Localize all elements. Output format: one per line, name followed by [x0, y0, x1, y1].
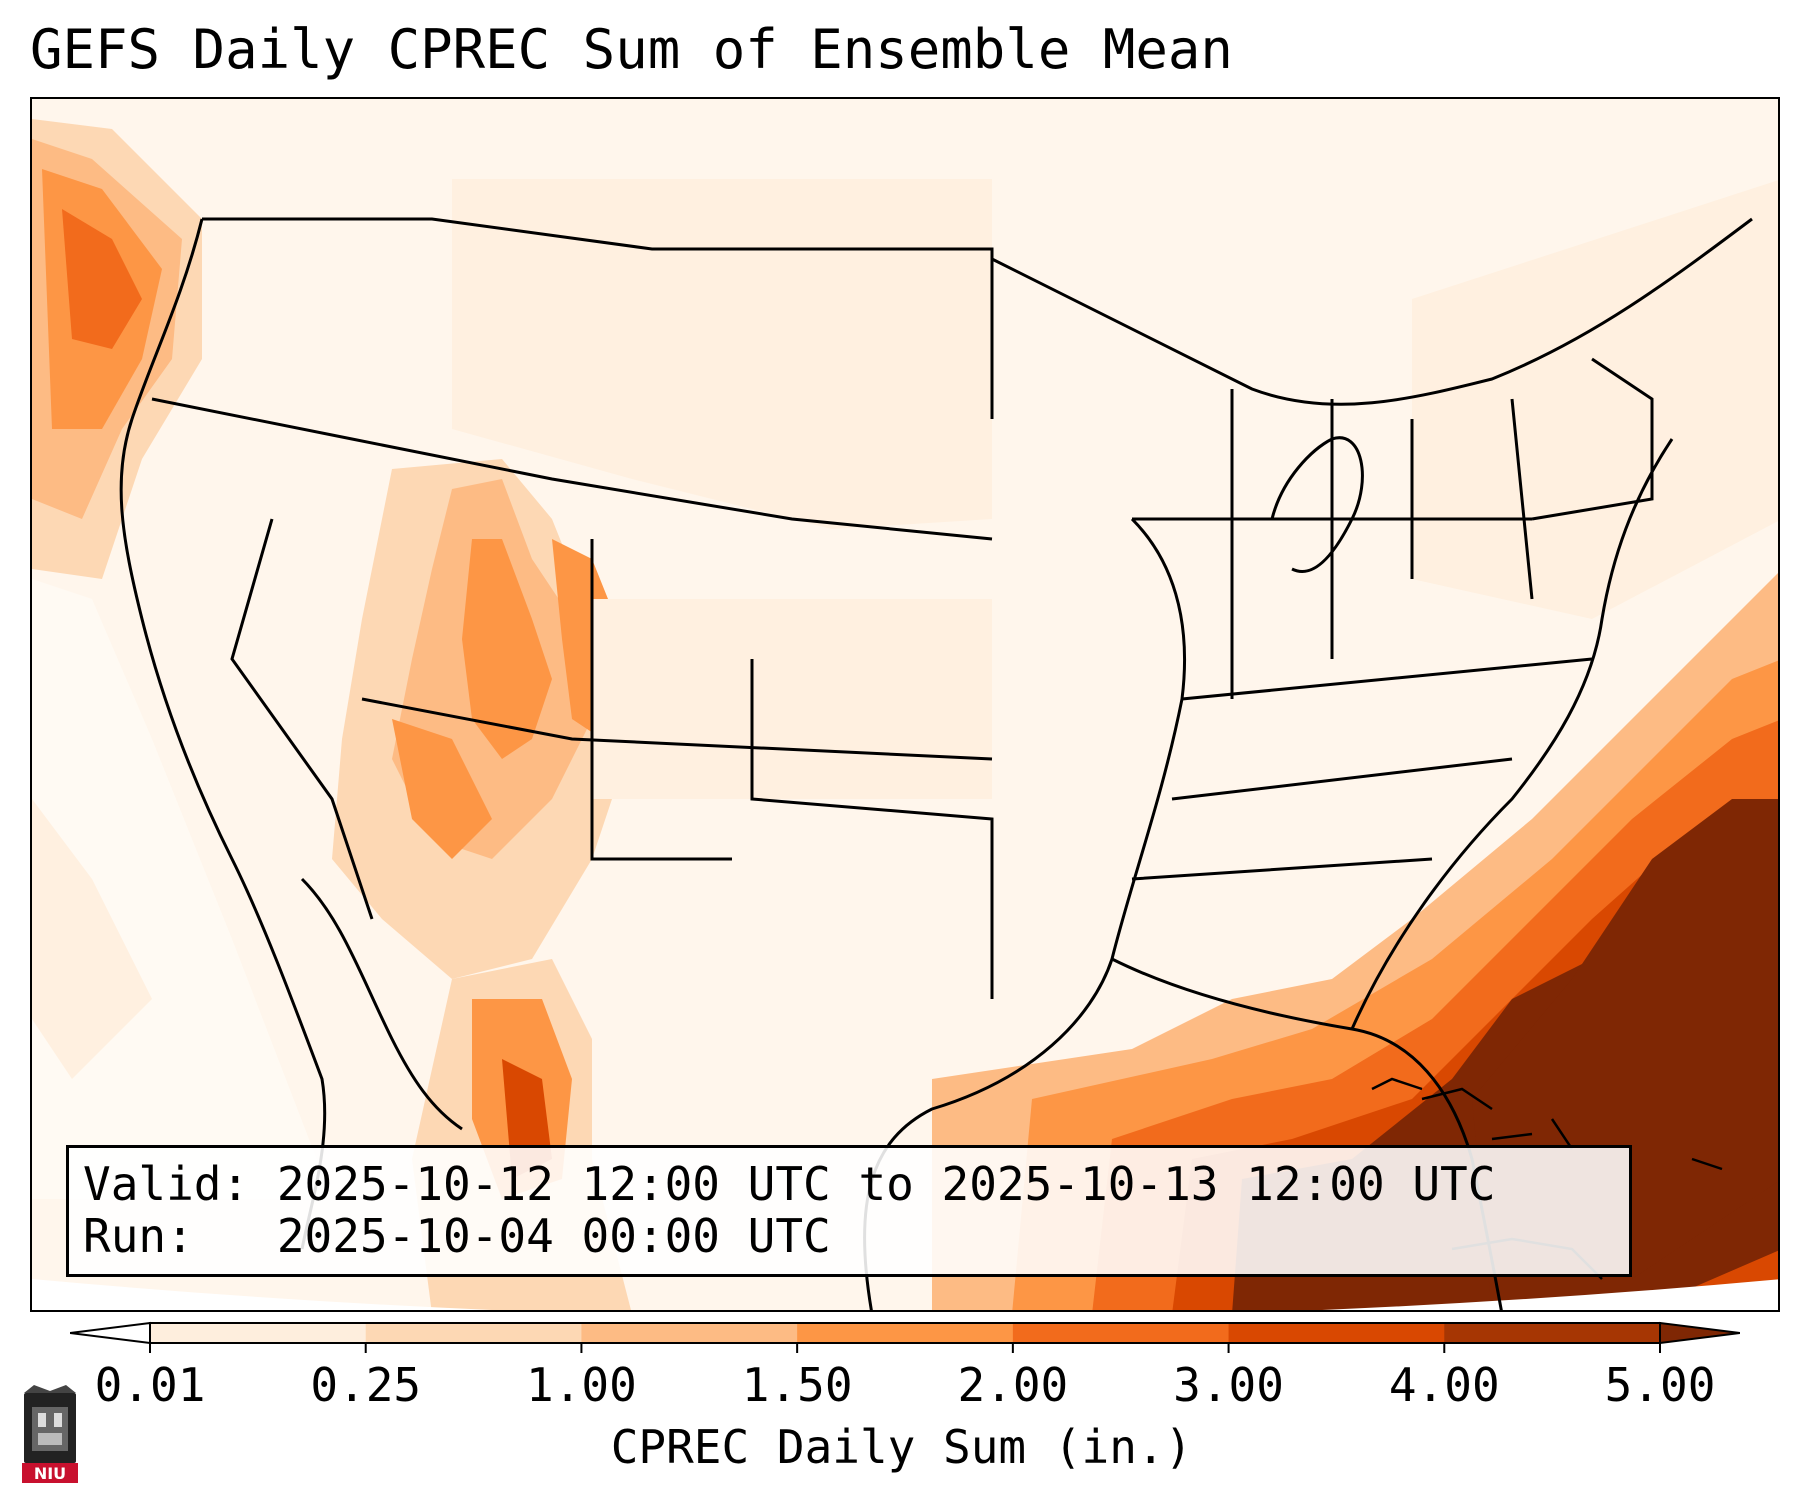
- colorbar-label: CPREC Daily Sum (in.): [610, 1420, 1193, 1474]
- colorbar-segment: [1228, 1323, 1445, 1343]
- colorbar-segment: [150, 1323, 367, 1343]
- colorbar-tick-label: 0.01: [94, 1358, 206, 1412]
- colorbar-tick-label: 2.00: [957, 1358, 1069, 1412]
- colorbar-segment: [1444, 1323, 1661, 1343]
- colorbar-frame: [149, 1322, 1661, 1344]
- colorbar-tick-label: 3.00: [1173, 1358, 1284, 1412]
- colorbar-tick-label: 4.00: [1388, 1358, 1500, 1412]
- valid-run-info-box: Valid: 2025-10-12 12:00 UTC to 2025-10-1…: [66, 1145, 1632, 1277]
- precipitation-map[interactable]: [30, 97, 1780, 1312]
- colorbar-segment: [581, 1323, 798, 1343]
- valid-time-text: Valid: 2025-10-12 12:00 UTC to 2025-10-1…: [83, 1157, 1496, 1211]
- colorbar-segment: [1012, 1323, 1230, 1343]
- colorbar-under-arrow: [70, 1321, 151, 1345]
- niu-logo-text: NIU: [34, 1464, 66, 1483]
- niu-logo-icon: NIU: [22, 1385, 78, 1483]
- colorbar: [70, 1321, 1740, 1353]
- colorbar-segment: [797, 1323, 1014, 1343]
- map-title: GEFS Daily CPREC Sum of Ensemble Mean: [30, 18, 1233, 81]
- colorbar-tick-label: 1.00: [526, 1358, 637, 1412]
- colorbar-tick-label: 0.25: [310, 1358, 422, 1412]
- colorbar-tick-label: 5.00: [1604, 1358, 1716, 1412]
- colorbar-over-arrow: [1659, 1321, 1740, 1345]
- run-time-text: Run: 2025-10-04 00:00 UTC: [83, 1209, 831, 1263]
- colorbar-segment: [365, 1323, 582, 1343]
- map-canvas: [32, 99, 1778, 1310]
- colorbar-tick-label: 1.50: [741, 1358, 853, 1412]
